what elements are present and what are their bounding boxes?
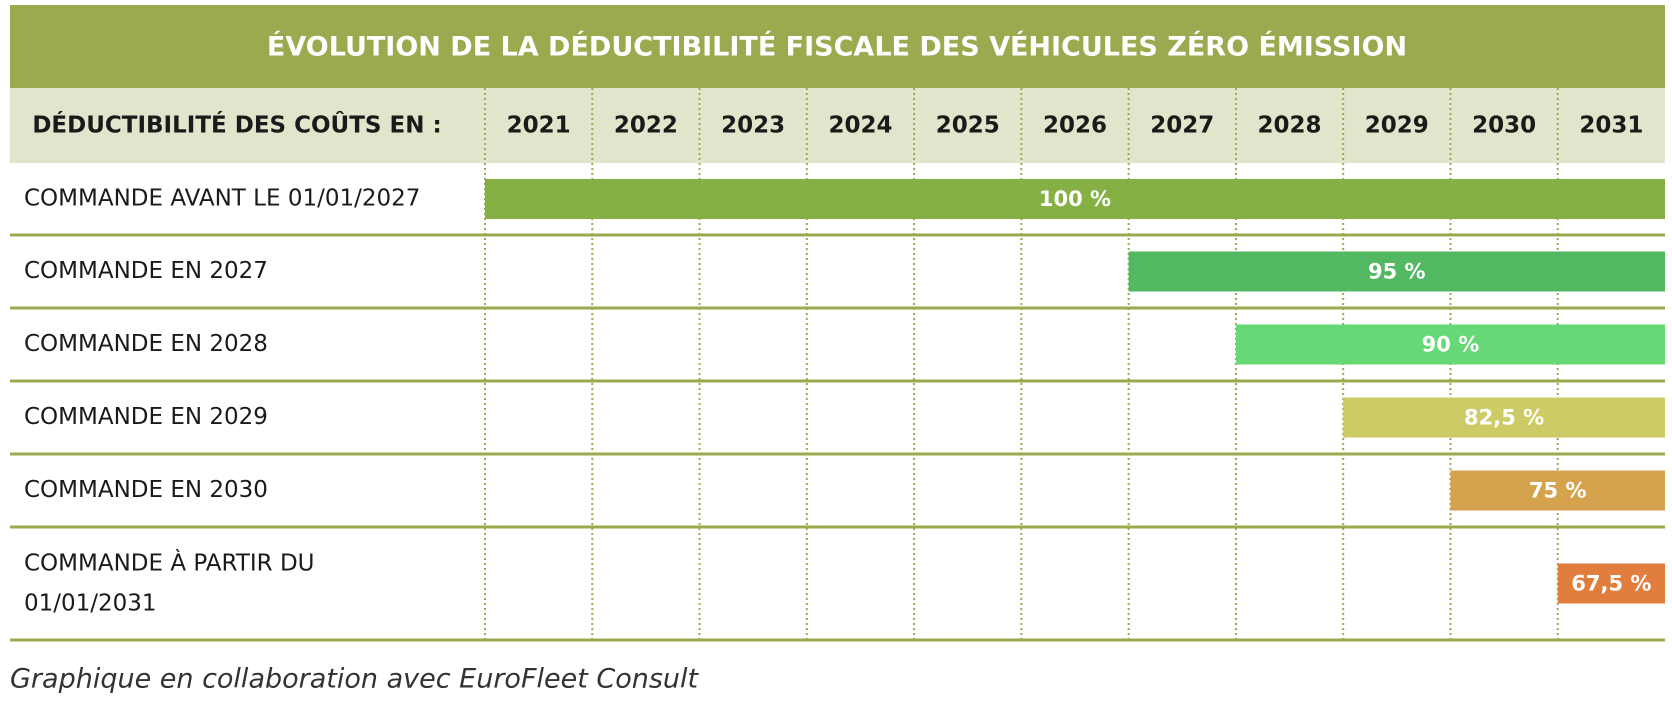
year-header: 2031 xyxy=(1579,113,1643,139)
title-band xyxy=(10,5,1665,88)
year-header: 2027 xyxy=(1150,113,1214,139)
deduction-bar xyxy=(1235,324,1665,365)
bar-label: 95 % xyxy=(1368,260,1426,284)
year-header: 2028 xyxy=(1258,113,1322,139)
year-header: 2030 xyxy=(1472,113,1536,139)
row-label: COMMANDE À PARTIR DU 01/01/2031 xyxy=(24,548,315,616)
footer-note: Graphique en collaboration avec EuroFlee… xyxy=(10,664,700,695)
deduction-bar xyxy=(1557,563,1665,604)
deduction-bar xyxy=(485,179,1665,219)
deduction-bar xyxy=(1128,251,1665,292)
year-header: 2024 xyxy=(828,113,892,139)
row-label: COMMANDE EN 2028 xyxy=(24,331,268,357)
row-label: COMMANDE EN 2029 xyxy=(24,404,268,430)
deduction-bar xyxy=(1450,470,1665,511)
year-header: 2029 xyxy=(1365,113,1429,139)
year-header: 2022 xyxy=(614,113,678,139)
year-header: 2025 xyxy=(936,113,1000,139)
bar-label: 67,5 % xyxy=(1571,572,1651,596)
bar-label: 75 % xyxy=(1529,479,1587,503)
title: ÉVOLUTION DE LA DÉDUCTIBILITÉ FISCALE DE… xyxy=(267,31,1407,63)
year-header: 2023 xyxy=(721,113,785,139)
deduction-bar xyxy=(1343,397,1665,438)
row-label: COMMANDE EN 2030 xyxy=(24,477,268,503)
year-header: 2026 xyxy=(1043,113,1107,139)
row-label: COMMANDE AVANT LE 01/01/2027 xyxy=(24,186,420,212)
bar-label: 100 % xyxy=(1039,187,1111,211)
row-header: DÉDUCTIBILITÉ DES COÛTS EN : xyxy=(32,111,441,139)
row-label: COMMANDE EN 2027 xyxy=(24,258,268,284)
bar-label: 82,5 % xyxy=(1464,406,1544,430)
year-header: 2021 xyxy=(507,113,571,139)
bar-label: 90 % xyxy=(1422,333,1480,357)
header-band xyxy=(10,88,1665,163)
